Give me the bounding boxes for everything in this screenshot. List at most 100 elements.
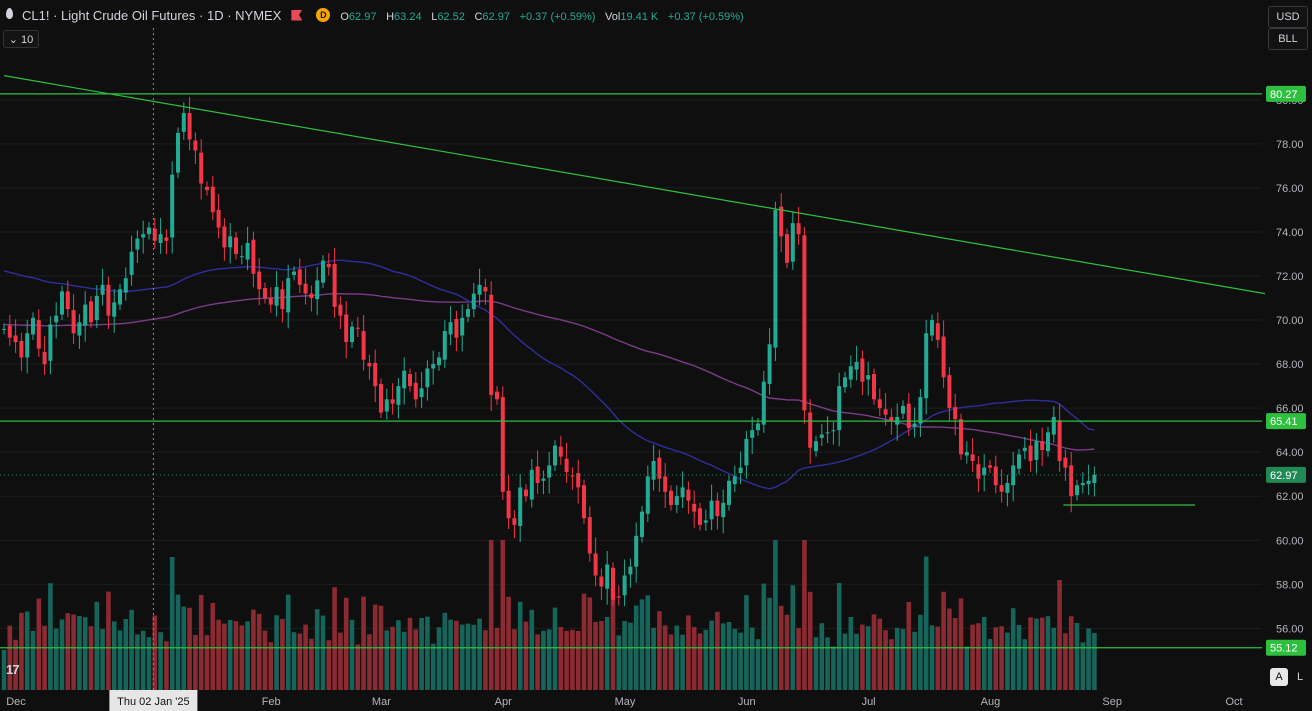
candle-body bbox=[42, 351, 47, 365]
volume-bar bbox=[274, 615, 279, 690]
high-label: H bbox=[386, 10, 395, 23]
candle-body bbox=[616, 596, 621, 598]
symbol-title[interactable]: CL1! · Light Crude Oil Futures · 1D · NY… bbox=[22, 7, 282, 23]
candle-body bbox=[930, 320, 934, 336]
candle-body bbox=[94, 295, 99, 321]
unit-button[interactable]: BLL bbox=[1268, 28, 1308, 50]
volume-bar bbox=[158, 632, 163, 690]
volume-bar bbox=[361, 596, 366, 690]
candle-body bbox=[808, 412, 813, 448]
candle-body bbox=[442, 331, 447, 360]
candle-body bbox=[210, 186, 215, 213]
volume-bar bbox=[587, 597, 593, 690]
candle-body bbox=[408, 374, 412, 387]
candle-body bbox=[767, 344, 772, 384]
volume-bar bbox=[912, 631, 917, 690]
volume-bar bbox=[662, 625, 668, 690]
candle-body bbox=[732, 476, 737, 485]
volume-bar bbox=[285, 594, 291, 690]
change-value: +0.37 (+0.59%) bbox=[519, 10, 596, 23]
candle-body bbox=[703, 520, 708, 523]
volume-bar bbox=[506, 596, 511, 690]
volume-bar bbox=[819, 623, 825, 690]
candle-body bbox=[123, 278, 128, 293]
volume-bar bbox=[1068, 616, 1074, 690]
candle-body bbox=[234, 237, 238, 254]
y-axis-tick-label: 58.00 bbox=[1276, 579, 1304, 591]
volume-bar bbox=[1092, 632, 1097, 690]
candle-body bbox=[860, 358, 865, 382]
volume-bar bbox=[326, 640, 332, 690]
x-axis-month-label: May bbox=[615, 696, 636, 708]
candle-body bbox=[622, 575, 627, 596]
volume-bar bbox=[854, 633, 859, 690]
candle-body bbox=[106, 284, 111, 316]
volume-bar bbox=[709, 620, 714, 690]
candle-body bbox=[338, 304, 343, 316]
candle-body bbox=[692, 503, 697, 512]
candle-body bbox=[964, 452, 969, 456]
volume-bar bbox=[802, 540, 807, 690]
candle-body bbox=[924, 333, 929, 399]
candle-body bbox=[495, 391, 499, 400]
volume-bar bbox=[628, 622, 633, 690]
volume-bar bbox=[877, 618, 883, 690]
volume-bar bbox=[726, 622, 732, 690]
price-axis-label bbox=[1266, 639, 1306, 656]
y-axis-tick-label: 76.00 bbox=[1276, 183, 1304, 195]
candle-body bbox=[257, 271, 262, 290]
candle-body bbox=[970, 454, 975, 461]
volume-bar bbox=[1022, 639, 1028, 690]
candle-body bbox=[1092, 474, 1097, 484]
candle-body bbox=[71, 310, 76, 334]
close-value: 62.97 bbox=[482, 10, 510, 23]
flag-icon[interactable] bbox=[291, 9, 303, 21]
volume-bar bbox=[865, 626, 871, 690]
open-value: 62.97 bbox=[348, 10, 377, 23]
candle-body bbox=[854, 361, 859, 370]
candle-body bbox=[431, 364, 436, 369]
candle-body bbox=[645, 476, 650, 514]
candle-body bbox=[640, 511, 644, 537]
tradingview-logo[interactable]: 17 bbox=[6, 662, 20, 677]
candle-body bbox=[309, 293, 314, 299]
auto-scale-button[interactable]: A bbox=[1270, 668, 1288, 686]
volume-bar bbox=[210, 603, 216, 690]
candle-body bbox=[1034, 441, 1039, 460]
currency-button[interactable]: USD bbox=[1268, 6, 1308, 28]
candle-body bbox=[367, 362, 372, 367]
volume-bar bbox=[320, 615, 326, 690]
candle-body bbox=[36, 320, 41, 349]
candle-body bbox=[657, 457, 662, 479]
volume-bar bbox=[564, 630, 569, 690]
volume-bar bbox=[343, 597, 349, 690]
oil-drop-icon bbox=[6, 8, 13, 19]
volume-bar bbox=[390, 626, 395, 690]
volume-bar bbox=[831, 646, 836, 690]
candle-body bbox=[982, 467, 987, 476]
volume-bar bbox=[575, 631, 581, 690]
candle-body bbox=[750, 430, 755, 438]
log-scale-button[interactable]: L bbox=[1296, 671, 1304, 683]
candle-body bbox=[906, 403, 911, 428]
candle-body bbox=[286, 278, 291, 313]
volume-bar bbox=[106, 591, 111, 690]
volume-bar bbox=[448, 619, 453, 690]
interval-selector[interactable]: ⌄ 10 bbox=[3, 30, 39, 48]
x-axis-month-label: Feb bbox=[262, 696, 281, 708]
volume-bar bbox=[645, 595, 651, 690]
volume-bar bbox=[483, 630, 488, 690]
volume-bar bbox=[680, 634, 685, 690]
volume-bar bbox=[24, 611, 30, 690]
volume-bar bbox=[1010, 608, 1016, 690]
volume-bar bbox=[842, 633, 848, 690]
volume-bar bbox=[773, 540, 778, 690]
volume-bar bbox=[999, 626, 1004, 690]
y-axis-tick-label: 64.00 bbox=[1276, 447, 1304, 459]
price-axis-label bbox=[1266, 466, 1306, 483]
candle-body bbox=[825, 432, 830, 434]
volume-bar bbox=[964, 646, 970, 690]
candle-body bbox=[721, 502, 726, 518]
delayed-data-badge[interactable]: D bbox=[316, 8, 331, 22]
